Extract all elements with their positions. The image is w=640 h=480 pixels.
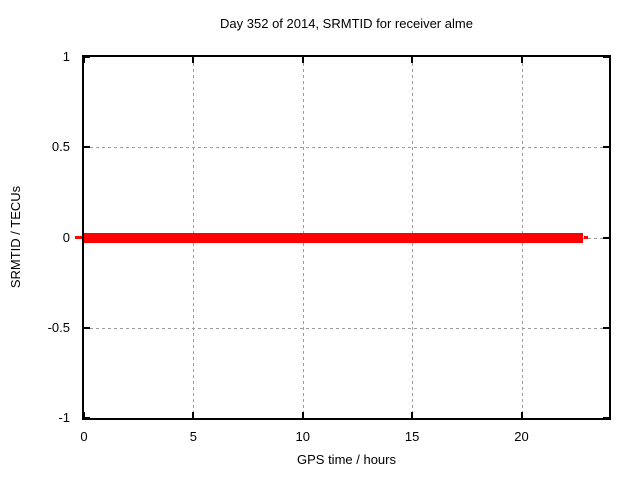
y-tick-label: 0 — [62, 229, 70, 245]
y-tick-mark-left — [84, 146, 90, 149]
x-tick-mark-top — [520, 57, 523, 63]
x-tick-mark-top — [411, 57, 414, 63]
data-line-srmtid — [84, 232, 583, 243]
y-tick-mark-left — [84, 417, 90, 419]
y-tick-label: -0.5 — [47, 319, 70, 335]
x-tick-mark-bottom — [411, 412, 414, 418]
data-line-tail — [583, 236, 589, 239]
plot-area: 0 5 10 15 20 -1 -0.5 0 0.5 1 — [48, 49, 611, 444]
x-tick-mark-top — [192, 57, 195, 63]
x-tick-label: 10 — [295, 429, 310, 444]
x-tick-mark-bottom — [192, 412, 195, 418]
x-axis-label: GPS time / hours — [297, 452, 396, 467]
y-tick-mark-right — [603, 417, 609, 419]
y-tick-label: 0.5 — [51, 139, 70, 155]
x-tick-label: 5 — [189, 429, 197, 444]
y-gridline — [84, 147, 609, 149]
x-tick-label: 20 — [514, 429, 529, 444]
x-tick-mark-bottom — [301, 412, 304, 418]
y-tick-mark-left — [84, 56, 90, 58]
chart-title: Day 352 of 2014, SRMTID for receiver alm… — [220, 16, 473, 31]
y-tick-label: -1 — [58, 410, 70, 425]
x-tick-label: 0 — [80, 429, 88, 444]
y-tick-mark-right — [603, 236, 609, 239]
y-tick-label: 1 — [62, 49, 70, 64]
x-tick-label: 15 — [404, 429, 420, 444]
data-line-left-cap — [75, 236, 82, 239]
y-tick-mark-left — [84, 326, 90, 329]
y-tick-mark-right — [603, 326, 609, 329]
x-tick-mark-top — [301, 57, 304, 63]
y-tick-mark-right — [603, 56, 609, 58]
x-tick-mark-top — [83, 57, 85, 63]
y-tick-mark-right — [603, 146, 609, 149]
y-gridline — [84, 327, 609, 329]
x-tick-mark-bottom — [83, 412, 85, 418]
x-tick-mark-bottom — [520, 412, 523, 418]
